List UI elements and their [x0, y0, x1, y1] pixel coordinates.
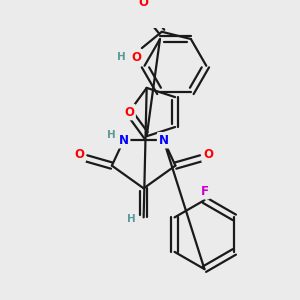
Text: O: O	[131, 51, 141, 64]
Text: O: O	[139, 0, 148, 9]
Text: H: H	[127, 214, 135, 224]
Text: F: F	[200, 184, 208, 198]
Text: H: H	[118, 52, 126, 62]
Text: O: O	[124, 106, 134, 118]
Text: O: O	[74, 148, 84, 161]
Text: H: H	[107, 130, 116, 140]
Text: N: N	[159, 134, 169, 147]
Text: O: O	[203, 148, 213, 161]
Text: N: N	[119, 134, 129, 147]
